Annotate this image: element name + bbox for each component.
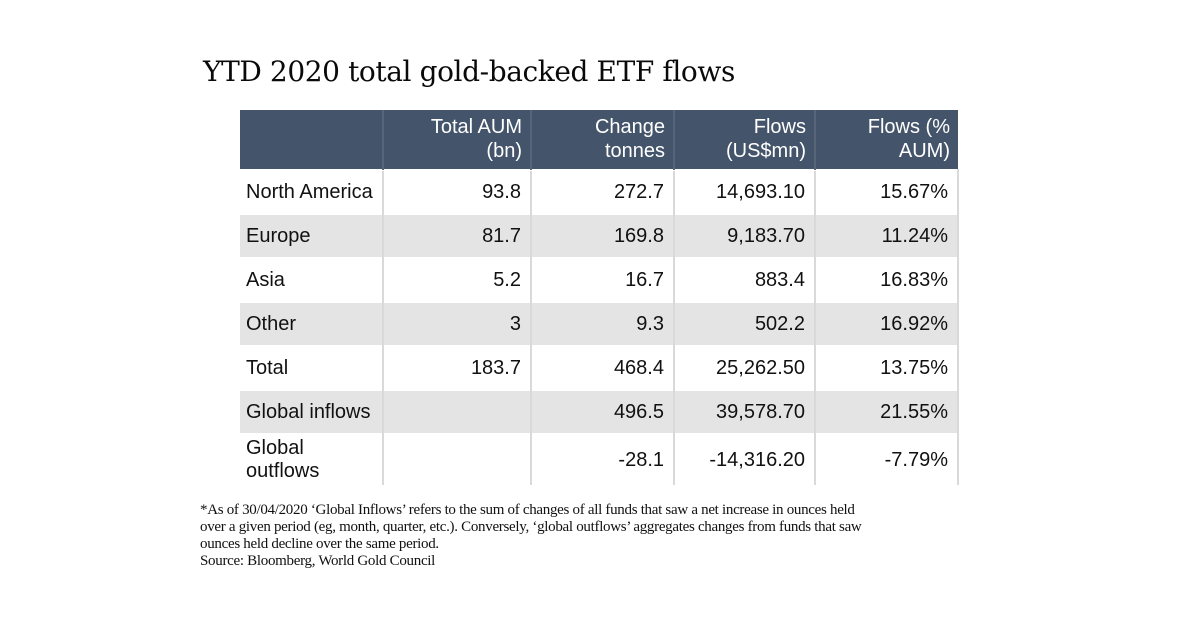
column-header-change-tonnes: Change tonnes xyxy=(531,110,675,170)
footnote: *As of 30/04/2020 ‘Global Inflows’ refer… xyxy=(200,502,862,570)
cell-flows-usd: 502.2 xyxy=(674,301,816,346)
cell-total-aum xyxy=(383,389,532,434)
footnote-line: over a given period (eg, month, quarter,… xyxy=(200,519,862,535)
cell-flows-pct: 21.55% xyxy=(815,389,959,434)
cell-flows-pct: 15.67% xyxy=(815,169,959,214)
cell-total-aum: 3 xyxy=(383,301,532,346)
cell-change-tonnes: 16.7 xyxy=(531,257,675,302)
table-row-total: Total 183.7 468.4 25,262.50 13.75% xyxy=(240,345,959,390)
column-header-total-aum: Total AUM (bn) xyxy=(383,110,532,170)
cell-flows-usd: -14,316.20 xyxy=(674,433,816,485)
table-row-global-outflows: Global outflows -28.1 -14,316.20 -7.79% xyxy=(240,433,959,485)
cell-change-tonnes: 496.5 xyxy=(531,389,675,434)
row-label: Other xyxy=(240,301,384,346)
cell-total-aum xyxy=(383,433,532,485)
cell-flows-pct: 13.75% xyxy=(815,345,959,390)
cell-flows-usd: 883.4 xyxy=(674,257,816,302)
table-header-row: Total AUM (bn) Change tonnes Flows (US$m… xyxy=(240,110,958,170)
column-header-flows-pct: Flows (% AUM) xyxy=(815,110,958,170)
footnote-line: *As of 30/04/2020 ‘Global Inflows’ refer… xyxy=(200,502,855,518)
cell-total-aum: 183.7 xyxy=(383,345,532,390)
cell-change-tonnes: 169.8 xyxy=(531,213,675,258)
cell-flows-usd: 9,183.70 xyxy=(674,213,816,258)
cell-change-tonnes: 468.4 xyxy=(531,345,675,390)
row-label: Asia xyxy=(240,257,384,302)
cell-change-tonnes: -28.1 xyxy=(531,433,675,485)
table-row-asia: Asia 5.2 16.7 883.4 16.83% xyxy=(240,257,959,302)
cell-flows-pct: 16.92% xyxy=(815,301,959,346)
cell-total-aum: 93.8 xyxy=(383,169,532,214)
etf-flows-table: Total AUM (bn) Change tonnes Flows (US$m… xyxy=(240,110,959,485)
column-header-region xyxy=(240,110,384,170)
row-label: Total xyxy=(240,345,384,390)
cell-change-tonnes: 272.7 xyxy=(531,169,675,214)
cell-total-aum: 81.7 xyxy=(383,213,532,258)
row-label: Global inflows xyxy=(240,389,384,434)
row-label: Europe xyxy=(240,213,384,258)
cell-flows-usd: 25,262.50 xyxy=(674,345,816,390)
row-label: North America xyxy=(240,169,384,214)
cell-flows-pct: -7.79% xyxy=(815,433,959,485)
table-row-europe: Europe 81.7 169.8 9,183.70 11.24% xyxy=(240,213,959,258)
footnote-line: ounces held decline over the same period… xyxy=(200,536,439,552)
column-header-flows-usd: Flows (US$mn) xyxy=(674,110,816,170)
row-label: Global outflows xyxy=(240,433,384,485)
table-row-north-america: North America 93.8 272.7 14,693.10 15.67… xyxy=(240,169,959,214)
page-title: YTD 2020 total gold-backed ETF flows xyxy=(203,55,735,88)
table-row-global-inflows: Global inflows 496.5 39,578.70 21.55% xyxy=(240,389,959,434)
source-line: Source: Bloomberg, World Gold Council xyxy=(200,553,436,569)
cell-flows-pct: 16.83% xyxy=(815,257,959,302)
cell-flows-usd: 39,578.70 xyxy=(674,389,816,434)
cell-flows-pct: 11.24% xyxy=(815,213,959,258)
cell-change-tonnes: 9.3 xyxy=(531,301,675,346)
cell-flows-usd: 14,693.10 xyxy=(674,169,816,214)
cell-total-aum: 5.2 xyxy=(383,257,532,302)
table-row-other: Other 3 9.3 502.2 16.92% xyxy=(240,301,959,346)
